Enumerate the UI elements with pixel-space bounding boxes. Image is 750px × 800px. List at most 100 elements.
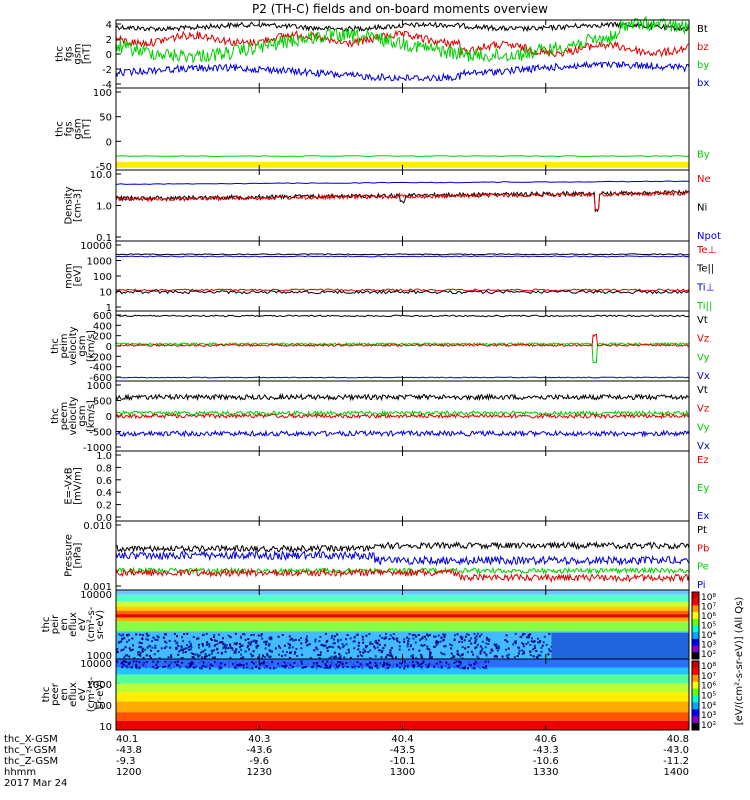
ylabel-word: velocity [68, 396, 79, 435]
spectrogram-pixel [174, 661, 177, 664]
spectrogram-pixel [140, 662, 143, 665]
spectrogram-pixel [344, 638, 347, 641]
spectrogram-pixel [282, 650, 285, 653]
spectrogram-pixel [353, 664, 356, 667]
spectrogram-pixel [227, 634, 230, 637]
spectrogram-pixel [122, 660, 125, 663]
spectrogram-pixel [239, 665, 242, 668]
spectrogram-pixel [339, 656, 342, 659]
ytick-label: 10 [99, 288, 112, 299]
spectrogram-pixel [359, 654, 362, 657]
spectrogram-pixel [442, 662, 445, 665]
spectrogram-pixel [476, 663, 479, 666]
spectrogram-pixel [386, 653, 389, 656]
spectrogram-pixel [385, 656, 388, 659]
spectrogram-pixel [305, 635, 308, 638]
spectrogram-pixel [240, 653, 243, 656]
ytick-label: -50 [96, 162, 112, 173]
ylabel-word: thc [41, 617, 52, 633]
series-ti-par [115, 289, 690, 295]
spectrogram-pixel [241, 644, 244, 647]
spectrogram-pixel [482, 666, 485, 669]
spectrogram-pixel [222, 637, 225, 640]
spectrogram-pixel [380, 651, 383, 654]
spectrogram-pixel [255, 640, 258, 643]
spectrogram-pixel [456, 652, 459, 655]
spectrogram-pixel [185, 647, 188, 650]
spectrogram-pixel [425, 638, 428, 641]
spectrogram-pixel [270, 638, 273, 641]
spectrogram-pixel [281, 633, 284, 636]
spectrogram-pixel [137, 653, 140, 656]
spectrogram-pixel [489, 651, 492, 654]
xaxis-row-label: thc_Y-GSM [4, 745, 56, 756]
spectrogram-pixel [474, 664, 477, 667]
spectrogram-pixel [238, 664, 241, 667]
colorbar-tick: 10³ [701, 711, 716, 721]
spectrogram-pixel [304, 641, 307, 644]
ytick-label: 100 [93, 88, 112, 99]
spectrogram-pixel [337, 660, 340, 663]
spectrogram-pixel [388, 654, 391, 657]
spectrogram-pixel [211, 650, 214, 653]
spectrogram-pixel [387, 661, 390, 664]
spectrogram-pixel [143, 661, 146, 664]
spectrogram-pixel [214, 661, 217, 664]
spectrogram-pixel [345, 643, 348, 646]
ytick-label: 100 [93, 701, 112, 712]
panel-5-legend: Vt Vz Vy Vx [697, 315, 710, 382]
spectrogram-pixel [383, 637, 386, 640]
spectrogram-pixel [341, 662, 344, 665]
spectrogram-pixel [356, 661, 359, 664]
ylabel-word: thc [50, 408, 61, 424]
spectrogram-pixel [387, 665, 390, 668]
legend-entry: Ex [697, 511, 709, 522]
spectrogram-pixel [329, 666, 332, 669]
spectrogram-pixel [353, 666, 356, 669]
spectrogram-pixel [527, 633, 530, 636]
spectrogram-pixel [250, 640, 253, 643]
ytick-label: 1.0 [96, 202, 112, 213]
spectrogram-pixel [132, 644, 135, 647]
spectrogram-pixel [148, 654, 151, 657]
spectrogram-pixel [193, 656, 196, 659]
spectrogram-pixel [343, 664, 346, 667]
spectrogram-pixel [461, 640, 464, 643]
spectrogram-pixel [146, 634, 149, 637]
spectrogram-pixel [485, 661, 488, 664]
colorbar-segment [692, 716, 699, 724]
spectrogram-pixel [220, 666, 223, 669]
spectrogram-pixel [268, 649, 271, 652]
spectrogram-pixel [459, 664, 462, 667]
legend-entry: Vz [697, 404, 709, 415]
spectrogram-pixel [291, 646, 294, 649]
spectrogram-pixel [374, 662, 377, 665]
spectrogram-band [116, 683, 689, 693]
colorbar-frame [691, 660, 700, 731]
spectrogram-pixel [289, 638, 292, 641]
spectrogram-pixel [440, 665, 443, 668]
ytick-label: -600 [89, 373, 112, 384]
legend-entry: By [697, 150, 710, 161]
spectrogram-pixel [412, 637, 415, 640]
spectrogram-pixel [408, 648, 411, 651]
panel-1-data [115, 15, 690, 82]
spectrogram-pixel [183, 633, 186, 636]
spectrogram-pixel [217, 651, 220, 654]
spectrogram-pixel [545, 643, 548, 646]
spectrogram-pixel [395, 665, 398, 668]
spectrogram-pixel [290, 637, 293, 640]
spectrogram-pixel [234, 651, 237, 654]
spectrogram-pixel [262, 662, 265, 665]
spectrogram-pixel [338, 656, 341, 659]
panel-10-data [116, 659, 689, 730]
spectrogram-pixel [352, 662, 355, 665]
panel-7-legend: Ez Ey Ex [697, 455, 709, 522]
spectrogram-pixel [279, 646, 282, 649]
spectrogram-pixel [314, 640, 317, 643]
spectrogram-pixel [464, 647, 467, 650]
spectrogram-pixel [364, 650, 367, 653]
spectrogram-pixel [459, 661, 462, 664]
spectrogram-pixel [261, 637, 264, 640]
